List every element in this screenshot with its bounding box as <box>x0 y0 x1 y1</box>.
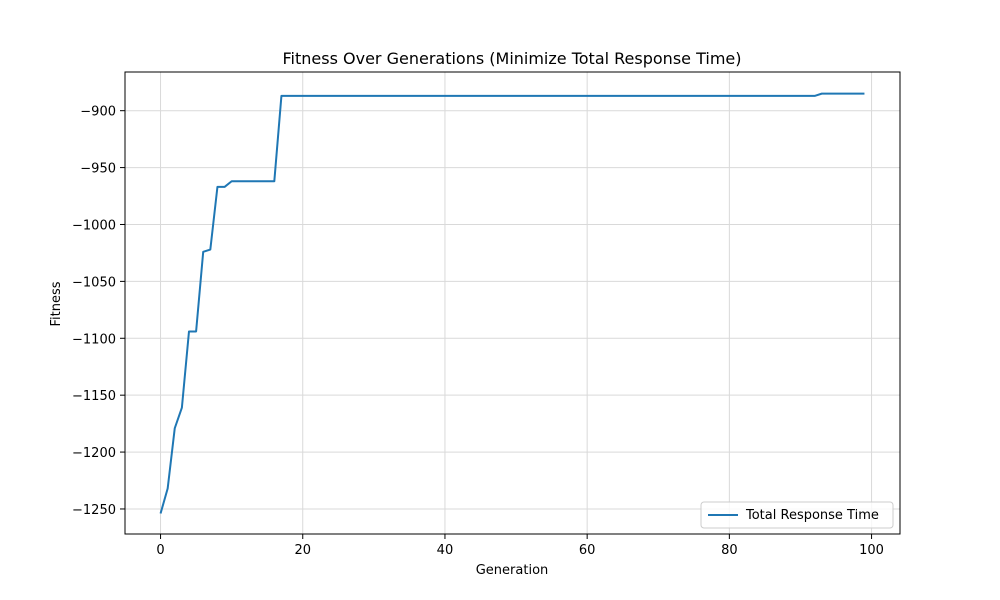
y-tick-label: −900 <box>80 105 116 120</box>
chart-title: Fitness Over Generations (Minimize Total… <box>283 49 742 68</box>
y-tick-label: −1050 <box>72 275 116 290</box>
series-layer <box>159 92 865 514</box>
x-tick-label: 40 <box>437 543 454 558</box>
y-tick-label: −1100 <box>72 332 116 347</box>
grid <box>125 72 900 534</box>
legend: Total Response Time <box>700 501 894 529</box>
x-tick-label: 60 <box>579 543 596 558</box>
series-line <box>159 92 865 514</box>
y-axis-label: Fitness <box>49 281 64 326</box>
x-tick-label: 0 <box>156 543 164 558</box>
y-tick-label: −1150 <box>72 389 116 404</box>
x-tick-label: 80 <box>721 543 738 558</box>
x-tick-label: 20 <box>294 543 311 558</box>
y-tick-label: −1250 <box>72 503 116 518</box>
plot-frame <box>124 71 901 535</box>
y-tick-label: −1200 <box>72 446 116 461</box>
legend-box <box>700 501 894 529</box>
legend-label: Total Response Time <box>745 508 879 523</box>
x-axis-label: Generation <box>476 563 549 578</box>
ticks: 0 20 40 60 80 100 −1250 −1200 −1150 −1100 −1050 −10… <box>72 105 884 558</box>
y-tick-label: −1000 <box>72 218 116 233</box>
x-tick-label: 100 <box>859 543 884 558</box>
y-tick-label: −950 <box>80 162 116 177</box>
